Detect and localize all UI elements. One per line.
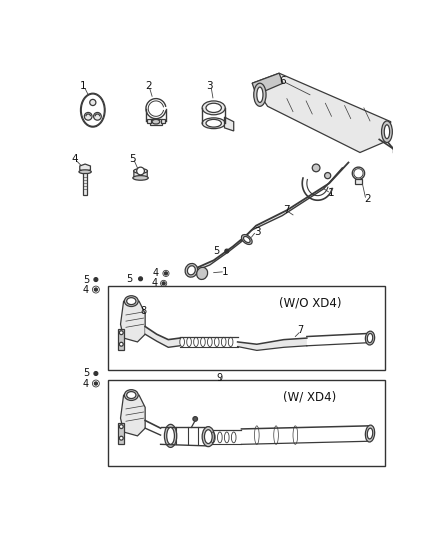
Ellipse shape: [244, 237, 250, 243]
Bar: [147, 119, 151, 123]
Polygon shape: [252, 73, 391, 152]
Bar: [161, 119, 165, 123]
Circle shape: [90, 99, 96, 106]
Ellipse shape: [254, 83, 266, 106]
Text: 5: 5: [214, 246, 220, 256]
Polygon shape: [189, 235, 247, 273]
Ellipse shape: [81, 94, 104, 126]
Ellipse shape: [205, 430, 212, 443]
Text: 4: 4: [152, 278, 158, 288]
Text: 3: 3: [254, 227, 261, 237]
Polygon shape: [120, 395, 145, 436]
Ellipse shape: [367, 428, 373, 439]
Ellipse shape: [257, 87, 263, 102]
Ellipse shape: [164, 424, 177, 447]
Ellipse shape: [185, 263, 198, 277]
Text: 6: 6: [279, 76, 286, 86]
Bar: [118, 329, 124, 350]
Polygon shape: [237, 338, 307, 350]
Text: 4: 4: [83, 285, 89, 295]
Text: 4: 4: [71, 154, 78, 164]
Ellipse shape: [202, 101, 225, 115]
Text: 5: 5: [83, 368, 89, 378]
Circle shape: [164, 272, 167, 275]
Circle shape: [193, 417, 198, 421]
Text: 1: 1: [328, 188, 334, 198]
Polygon shape: [252, 73, 283, 95]
Ellipse shape: [81, 93, 105, 127]
Bar: [83, 173, 88, 195]
Polygon shape: [134, 169, 147, 179]
Ellipse shape: [202, 426, 215, 447]
Text: 5: 5: [127, 274, 133, 284]
Ellipse shape: [133, 175, 148, 180]
Circle shape: [94, 372, 98, 375]
Ellipse shape: [127, 392, 136, 399]
Text: (W/O XD4): (W/O XD4): [279, 296, 341, 309]
Ellipse shape: [124, 390, 138, 400]
Text: (W/ XD4): (W/ XD4): [283, 390, 336, 403]
Circle shape: [94, 288, 97, 291]
Ellipse shape: [134, 168, 148, 173]
Ellipse shape: [124, 296, 138, 306]
Circle shape: [120, 342, 123, 346]
Ellipse shape: [202, 118, 225, 128]
Circle shape: [85, 112, 92, 120]
Text: 5: 5: [83, 274, 89, 285]
Text: 7: 7: [297, 325, 304, 335]
Circle shape: [94, 112, 101, 120]
Ellipse shape: [127, 297, 136, 304]
Polygon shape: [224, 117, 234, 131]
Ellipse shape: [241, 235, 252, 245]
Bar: [108, 286, 385, 370]
Text: 2: 2: [364, 193, 371, 204]
Polygon shape: [80, 164, 90, 172]
Bar: [355, 180, 362, 184]
Ellipse shape: [384, 125, 390, 139]
Polygon shape: [145, 327, 180, 348]
Text: 7: 7: [283, 205, 290, 215]
Text: 2: 2: [145, 80, 152, 91]
Text: 4: 4: [153, 269, 159, 278]
Polygon shape: [240, 163, 349, 241]
Circle shape: [94, 382, 97, 385]
Ellipse shape: [365, 425, 374, 442]
Text: 9: 9: [217, 373, 223, 383]
Ellipse shape: [167, 427, 174, 445]
Circle shape: [120, 436, 123, 440]
Text: 1: 1: [222, 267, 229, 277]
Text: 3: 3: [207, 80, 213, 91]
Ellipse shape: [365, 331, 374, 345]
Ellipse shape: [187, 266, 195, 275]
Bar: [118, 423, 124, 445]
Circle shape: [325, 173, 331, 179]
Bar: [108, 379, 385, 466]
Bar: [150, 119, 162, 125]
Ellipse shape: [381, 121, 392, 142]
Circle shape: [138, 277, 142, 281]
Ellipse shape: [152, 119, 160, 124]
Text: 8: 8: [141, 306, 147, 316]
Circle shape: [137, 167, 145, 175]
Circle shape: [120, 425, 123, 429]
Ellipse shape: [367, 334, 373, 343]
Text: 4: 4: [83, 378, 89, 389]
Circle shape: [225, 249, 229, 253]
Circle shape: [120, 331, 123, 335]
Circle shape: [94, 278, 98, 281]
Text: 5: 5: [130, 154, 136, 164]
Ellipse shape: [206, 119, 221, 127]
Ellipse shape: [197, 268, 208, 279]
Ellipse shape: [206, 103, 221, 112]
Circle shape: [162, 282, 165, 285]
Polygon shape: [120, 301, 145, 342]
Text: 1: 1: [80, 80, 87, 91]
Ellipse shape: [79, 170, 91, 174]
Circle shape: [312, 164, 320, 172]
